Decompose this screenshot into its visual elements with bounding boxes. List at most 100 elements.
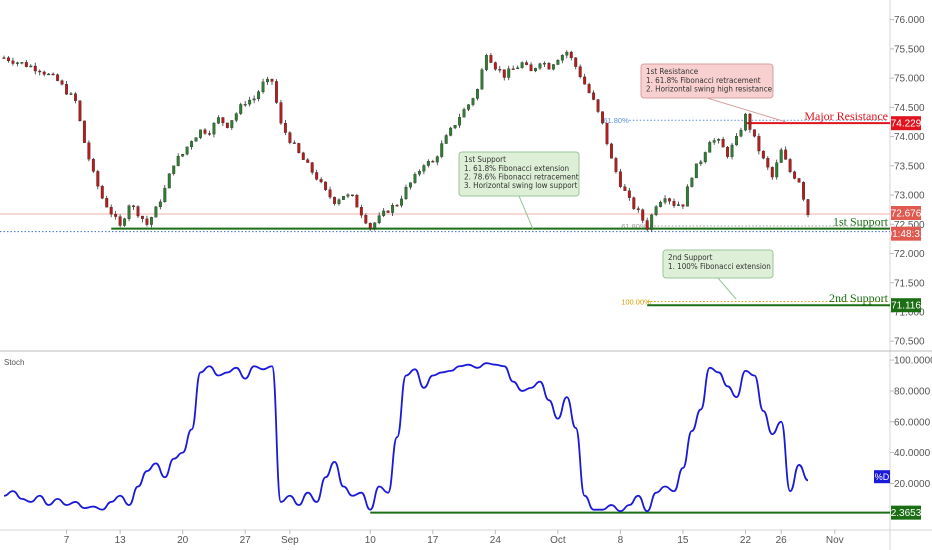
candle-body: [243, 103, 247, 106]
candle-body: [467, 104, 470, 110]
price-tag-bg: [891, 298, 921, 313]
price-tick-label: 74.000: [894, 132, 925, 143]
candle-body: [641, 209, 645, 221]
time-tick-label: Nov: [826, 535, 844, 546]
time-tick-label: 7: [64, 535, 70, 546]
time-tick-label: 10: [365, 535, 377, 546]
candle-body: [82, 120, 86, 143]
candle-body: [449, 127, 453, 136]
callout-title: 2nd Support: [668, 253, 713, 262]
candle-body: [208, 133, 211, 135]
candle-body: [386, 210, 390, 213]
candle-body: [368, 223, 372, 229]
price-tick-label: 73.000: [894, 191, 925, 202]
candle-body: [199, 129, 202, 138]
candle-body: [342, 196, 345, 200]
candle-body: [33, 65, 37, 72]
candle-body: [726, 146, 730, 157]
level-label: Major Resistance: [804, 109, 888, 123]
candle-body: [176, 156, 180, 166]
stochastic-axis: 100.0000 80.0000 60.0000 40.0000 20.0000: [890, 356, 932, 490]
candle-body: [614, 158, 618, 172]
time-tick-label: Sep: [281, 535, 299, 546]
candle-body: [132, 205, 135, 207]
candle-body: [476, 89, 479, 99]
callout-line: 3. Horizontal swing low support: [464, 181, 578, 190]
stoch-tick-label: 40.0000: [894, 448, 931, 459]
candle-body: [145, 218, 149, 225]
candle-body: [190, 141, 194, 148]
candle-body: [400, 198, 403, 206]
callout-line: 1. 61.8% Fibonacci extension: [464, 164, 569, 173]
candle-body: [547, 63, 551, 70]
stoch-level-tag-label: 2.3653: [891, 508, 922, 519]
level-label: 2nd Support: [829, 291, 889, 305]
candle-body: [65, 84, 68, 95]
candle-body: [149, 217, 153, 225]
callout-pointer: [706, 97, 787, 123]
candle-body: [462, 109, 466, 118]
candle-body: [784, 149, 788, 160]
candle-body: [167, 173, 171, 189]
candle-body: [350, 194, 354, 196]
candle-body: [775, 162, 779, 178]
candle-body: [413, 174, 417, 183]
candle-body: [793, 171, 797, 179]
candle-body: [154, 206, 158, 218]
candle-body: [239, 104, 243, 114]
candle-body: [315, 172, 319, 180]
candle-body: [203, 129, 207, 134]
price-tag-bg: [891, 116, 921, 131]
stoch-title: Stoch: [4, 358, 24, 367]
candle-body: [627, 190, 631, 198]
callout-title: 1st Resistance: [646, 67, 699, 76]
candle-body: [279, 102, 283, 124]
callout-line: 1. 100% Fibonacci extension: [668, 262, 771, 271]
candle-body: [310, 162, 314, 173]
candle-body: [601, 111, 604, 124]
candle-body: [529, 64, 533, 72]
candle-body: [417, 171, 421, 175]
candle-body: [391, 205, 395, 213]
candle-body: [91, 158, 95, 172]
price-tick-label: 71.000: [894, 307, 925, 318]
callout-box: [640, 63, 774, 99]
price-axis: 76.000 75.500 75.000 74.500 74.000 73.500 73.0…: [890, 15, 925, 348]
price-tick-label: 71.500: [894, 278, 925, 289]
candle-body: [610, 143, 613, 159]
candle-body: [659, 202, 663, 207]
callout-pointer: [717, 277, 737, 300]
candle-body: [672, 201, 676, 206]
candle-body: [42, 71, 46, 75]
candle-body: [172, 165, 176, 174]
candle-body: [543, 63, 546, 65]
candle-body: [739, 129, 743, 137]
candle-body: [453, 125, 457, 129]
candle-body: [431, 161, 435, 163]
stoch-line: [3, 362, 809, 513]
candlestick-series: [2, 50, 810, 232]
candle-body: [24, 62, 28, 67]
candle-body: [569, 51, 573, 59]
time-tick-label: 27: [240, 535, 252, 546]
candle-body: [87, 142, 91, 160]
candle-body: [650, 214, 654, 230]
candle-body: [359, 207, 363, 216]
candle-body: [234, 113, 238, 121]
candle-body: [502, 69, 506, 78]
candle-body: [444, 135, 448, 144]
candle-body: [248, 99, 252, 105]
candle-body: [587, 84, 591, 93]
candle-body: [47, 73, 51, 76]
candle-body: [654, 206, 658, 216]
candle-body: [266, 78, 269, 83]
price-tags: 74.229 72.676 01:48:31 71.116: [887, 116, 926, 313]
candle-body: [426, 161, 430, 166]
stoch-tick-label: 100.0000: [894, 356, 932, 367]
price-tick-label: 75.000: [894, 74, 925, 85]
candle-body: [216, 117, 220, 124]
stoch-series-label: %D: [875, 472, 890, 482]
candle-body: [283, 122, 287, 133]
candle-body: [480, 69, 484, 90]
candle-body: [770, 167, 774, 178]
